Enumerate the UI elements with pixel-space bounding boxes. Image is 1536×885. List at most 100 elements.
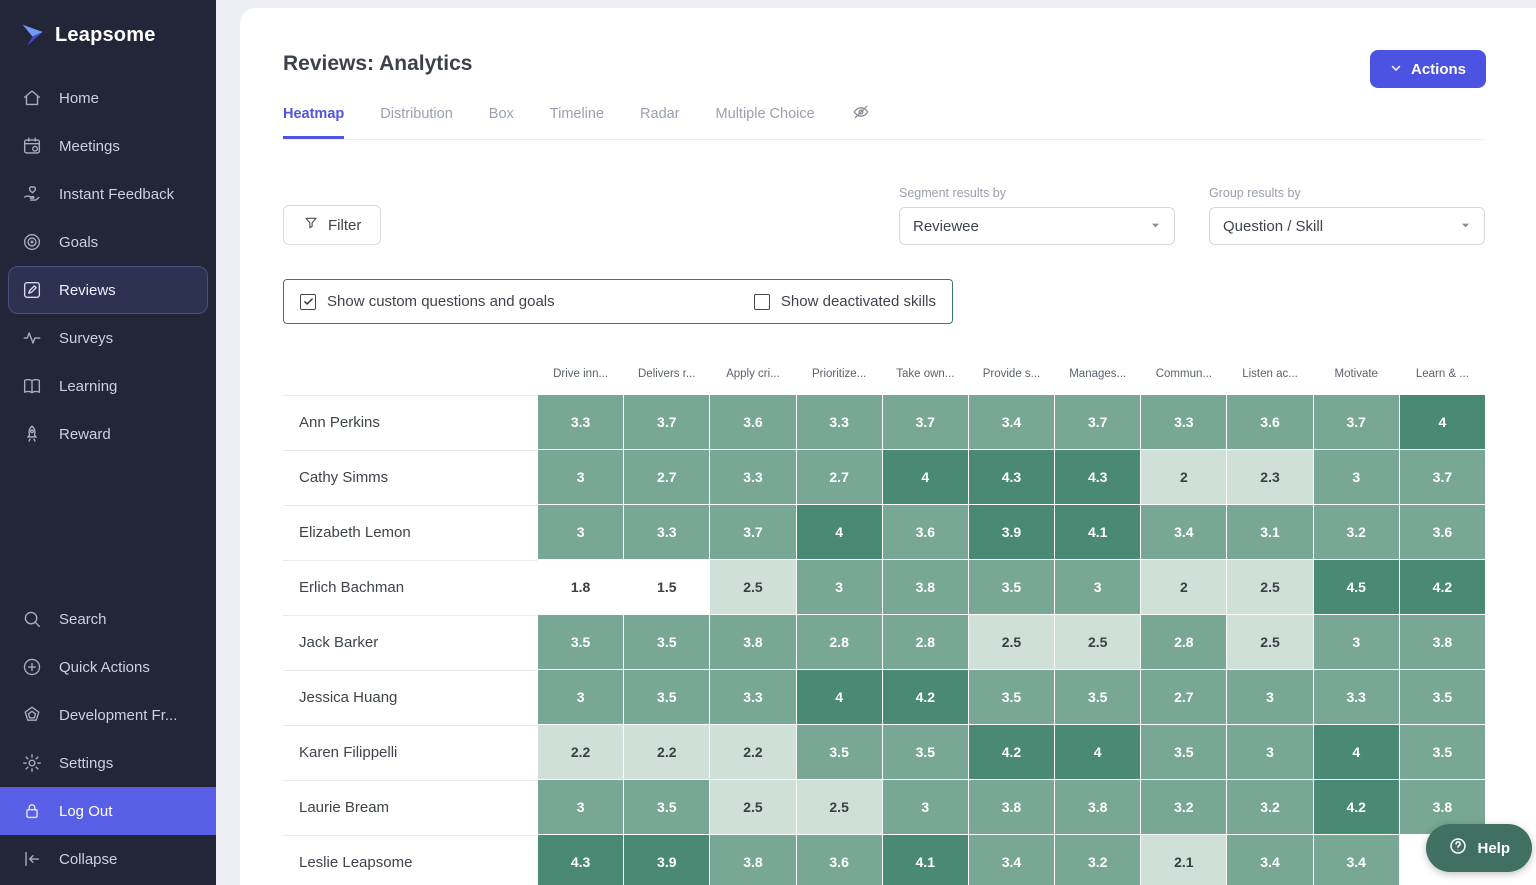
help-button[interactable]: Help bbox=[1426, 824, 1532, 872]
heatmap-cell[interactable]: 4.1 bbox=[1055, 505, 1141, 559]
heatmap-cell[interactable]: 3 bbox=[1055, 560, 1141, 614]
heatmap-cell[interactable]: 1.5 bbox=[624, 560, 710, 614]
heatmap-cell[interactable]: 3.4 bbox=[968, 835, 1055, 885]
heatmap-cell[interactable]: 2.7 bbox=[1141, 670, 1227, 724]
heatmap-cell[interactable]: 2.5 bbox=[710, 560, 796, 614]
hidden-tabs-toggle[interactable] bbox=[851, 102, 871, 139]
heatmap-cell[interactable]: 4 bbox=[1313, 725, 1399, 779]
heatmap-cell[interactable]: 3.7 bbox=[1055, 395, 1141, 449]
group-dropdown[interactable]: Question / Skill bbox=[1209, 207, 1485, 245]
heatmap-cell[interactable]: 3.2 bbox=[1313, 505, 1399, 559]
heatmap-cell[interactable]: 3.3 bbox=[1313, 670, 1399, 724]
heatmap-cell[interactable]: 3.9 bbox=[624, 835, 710, 885]
heatmap-cell[interactable]: 4 bbox=[796, 505, 882, 559]
heatmap-cell[interactable]: 4.3 bbox=[1055, 450, 1141, 504]
heatmap-column-header[interactable]: Take own... bbox=[882, 354, 968, 394]
heatmap-cell[interactable]: 3.7 bbox=[710, 505, 796, 559]
sidebar-item-reward[interactable]: Reward bbox=[0, 410, 216, 458]
show-custom-questions-checkbox[interactable]: Show custom questions and goals bbox=[300, 293, 555, 310]
heatmap-cell[interactable]: 3.8 bbox=[882, 560, 968, 614]
sidebar-item-development-fr[interactable]: Development Fr... bbox=[0, 691, 216, 739]
heatmap-cell[interactable]: 3.4 bbox=[1227, 835, 1313, 885]
heatmap-cell[interactable]: 2.7 bbox=[796, 450, 882, 504]
heatmap-cell[interactable]: 4 bbox=[1055, 725, 1141, 779]
heatmap-cell[interactable]: 3.4 bbox=[1313, 835, 1399, 885]
heatmap-cell[interactable]: 3.5 bbox=[624, 670, 710, 724]
heatmap-cell[interactable]: 3 bbox=[538, 450, 624, 504]
heatmap-column-header[interactable]: Drive inn... bbox=[538, 354, 624, 394]
heatmap-column-header[interactable]: Learn & ... bbox=[1399, 354, 1485, 394]
heatmap-column-header[interactable]: Delivers r... bbox=[624, 354, 710, 394]
heatmap-cell[interactable]: 3.4 bbox=[1141, 505, 1227, 559]
heatmap-cell[interactable]: 3.7 bbox=[882, 395, 968, 449]
heatmap-cell[interactable]: 2 bbox=[1141, 560, 1227, 614]
heatmap-cell[interactable]: 2.5 bbox=[1055, 615, 1141, 669]
heatmap-cell[interactable]: 2.1 bbox=[1141, 835, 1227, 885]
heatmap-cell[interactable]: 3.6 bbox=[882, 505, 968, 559]
heatmap-cell[interactable]: 3.5 bbox=[1399, 725, 1485, 779]
heatmap-cell[interactable]: 2.5 bbox=[968, 615, 1055, 669]
heatmap-cell[interactable]: 3.6 bbox=[796, 835, 882, 885]
show-deactivated-skills-checkbox[interactable]: Show deactivated skills bbox=[753, 293, 936, 310]
heatmap-cell[interactable]: 2.3 bbox=[1227, 450, 1313, 504]
heatmap-cell[interactable]: 3.7 bbox=[1313, 395, 1399, 449]
heatmap-cell[interactable]: 3.5 bbox=[624, 615, 710, 669]
heatmap-cell[interactable]: 3 bbox=[1227, 670, 1313, 724]
sidebar-item-goals[interactable]: Goals bbox=[0, 218, 216, 266]
heatmap-cell[interactable]: 3.6 bbox=[1399, 505, 1485, 559]
heatmap-cell[interactable]: 1.8 bbox=[538, 560, 624, 614]
sidebar-item-surveys[interactable]: Surveys bbox=[0, 314, 216, 362]
heatmap-cell[interactable]: 3 bbox=[1227, 725, 1313, 779]
heatmap-cell[interactable]: 4.5 bbox=[1313, 560, 1399, 614]
heatmap-cell[interactable]: 3.7 bbox=[1399, 450, 1485, 504]
heatmap-cell[interactable]: 2.5 bbox=[1227, 615, 1313, 669]
heatmap-cell[interactable]: 3 bbox=[538, 780, 624, 834]
filter-button[interactable]: Filter bbox=[283, 205, 382, 245]
heatmap-cell[interactable]: 3.3 bbox=[1141, 395, 1227, 449]
heatmap-cell[interactable]: 3.2 bbox=[1227, 780, 1313, 834]
tab-distribution[interactable]: Distribution bbox=[380, 106, 453, 122]
heatmap-column-header[interactable]: Motivate bbox=[1313, 354, 1399, 394]
heatmap-cell[interactable]: 4.3 bbox=[968, 450, 1055, 504]
heatmap-cell[interactable]: 4.2 bbox=[1313, 780, 1399, 834]
heatmap-cell[interactable]: 4.2 bbox=[882, 670, 968, 724]
tab-radar[interactable]: Radar bbox=[640, 106, 680, 122]
heatmap-cell[interactable]: 3.5 bbox=[538, 615, 624, 669]
heatmap-cell[interactable]: 3.1 bbox=[1227, 505, 1313, 559]
logo[interactable]: Leapsome bbox=[0, 0, 216, 74]
heatmap-column-header[interactable]: Prioritize... bbox=[796, 354, 882, 394]
heatmap-cell[interactable]: 3.3 bbox=[538, 395, 624, 449]
heatmap-cell[interactable]: 4.1 bbox=[882, 835, 968, 885]
heatmap-cell[interactable]: 3.2 bbox=[1141, 780, 1227, 834]
heatmap-cell[interactable]: 2.2 bbox=[538, 725, 624, 779]
heatmap-cell[interactable]: 2.8 bbox=[796, 615, 882, 669]
heatmap-cell[interactable]: 3.6 bbox=[1227, 395, 1313, 449]
heatmap-cell[interactable]: 3.3 bbox=[710, 670, 796, 724]
heatmap-cell[interactable]: 3.5 bbox=[968, 560, 1055, 614]
tab-heatmap[interactable]: Heatmap bbox=[283, 106, 345, 139]
heatmap-cell[interactable]: 3.5 bbox=[1141, 725, 1227, 779]
heatmap-cell[interactable]: 3.3 bbox=[624, 505, 710, 559]
heatmap-cell[interactable]: 3.4 bbox=[968, 395, 1055, 449]
heatmap-cell[interactable]: 3.5 bbox=[796, 725, 882, 779]
heatmap-cell[interactable]: 3.3 bbox=[710, 450, 796, 504]
heatmap-column-header[interactable]: Provide s... bbox=[968, 354, 1055, 394]
heatmap-cell[interactable]: 4 bbox=[796, 670, 882, 724]
heatmap-cell[interactable]: 4.3 bbox=[538, 835, 624, 885]
heatmap-cell[interactable]: 3.5 bbox=[624, 780, 710, 834]
heatmap-cell[interactable]: 3.8 bbox=[710, 615, 796, 669]
heatmap-cell[interactable]: 2.8 bbox=[882, 615, 968, 669]
heatmap-cell[interactable]: 4 bbox=[882, 450, 968, 504]
heatmap-cell[interactable]: 3.5 bbox=[882, 725, 968, 779]
tab-multiple-choice[interactable]: Multiple Choice bbox=[715, 106, 815, 122]
heatmap-cell[interactable]: 3.8 bbox=[1399, 615, 1485, 669]
tab-timeline[interactable]: Timeline bbox=[549, 106, 605, 122]
heatmap-cell[interactable]: 3 bbox=[538, 670, 624, 724]
heatmap-cell[interactable]: 3 bbox=[796, 560, 882, 614]
heatmap-cell[interactable]: 3.6 bbox=[710, 395, 796, 449]
heatmap-cell[interactable]: 3.8 bbox=[710, 835, 796, 885]
heatmap-cell[interactable]: 2.2 bbox=[624, 725, 710, 779]
sidebar-item-collapse[interactable]: Collapse bbox=[0, 835, 216, 883]
sidebar-item-home[interactable]: Home bbox=[0, 74, 216, 122]
sidebar-item-instant-feedback[interactable]: Instant Feedback bbox=[0, 170, 216, 218]
